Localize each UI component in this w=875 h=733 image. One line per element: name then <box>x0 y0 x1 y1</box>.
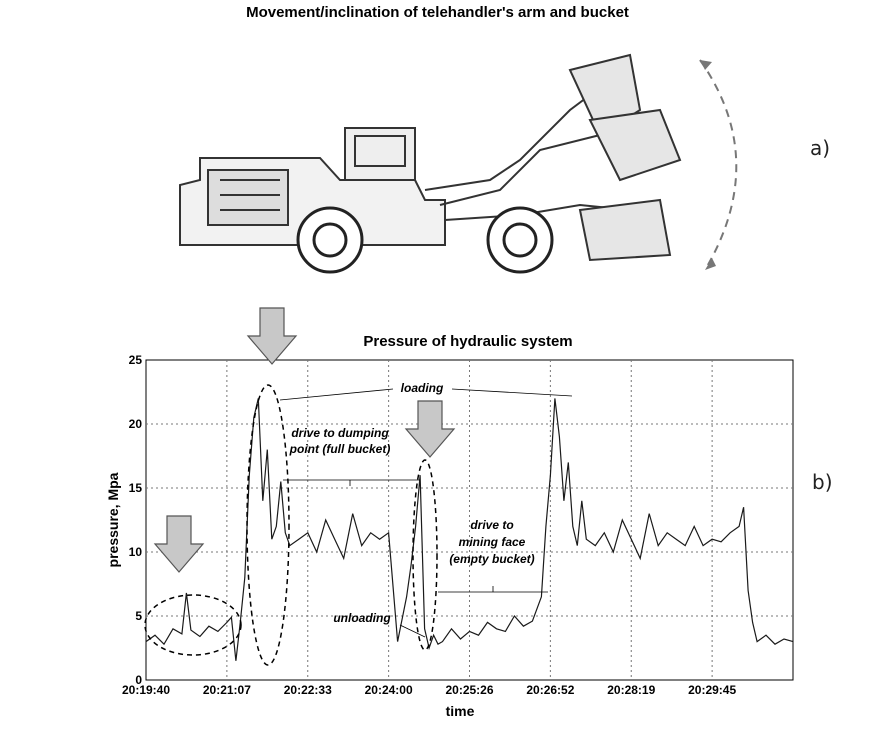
y-tick-label: 25 <box>129 353 143 367</box>
annotation-arrows <box>279 388 573 638</box>
down-arrow-icon-2 <box>404 400 456 458</box>
x-tick-label: 20:26:52 <box>526 683 574 697</box>
panel-label-a: a) <box>810 136 831 160</box>
dashed-ellipse-1 <box>144 594 242 656</box>
y-tick-label: 5 <box>135 609 142 623</box>
y-tick-label: 20 <box>129 417 143 431</box>
annotation-drive-empty-line1: drive to <box>470 518 513 532</box>
x-tick-label: 20:21:07 <box>203 683 251 697</box>
down-arrow-icons <box>153 307 456 573</box>
annotation-unloading: unloading <box>333 611 391 625</box>
chart-title: Pressure of hydraulic system <box>363 333 572 350</box>
y-tick-labels: 0 5 10 15 20 25 <box>129 353 143 687</box>
x-tick-label: 20:22:33 <box>284 683 332 697</box>
y-axis-label: pressure, Mpa <box>105 472 121 567</box>
x-axis-label: time <box>446 703 475 719</box>
series-line-0 <box>145 398 794 661</box>
y-tick-label: 10 <box>129 545 143 559</box>
x-tick-label: 20:24:00 <box>365 683 413 697</box>
annotation-loading: loading <box>401 381 444 395</box>
figure-title: Movement/inclination of telehandler's ar… <box>246 4 629 21</box>
data-series <box>145 398 794 661</box>
pressure-chart: Pressure of hydraulic system 0510152025 … <box>105 307 794 719</box>
dashed-ellipse-2 <box>246 384 290 666</box>
x-tick-labels: 20:19:40 20:21:07 20:22:33 20:24:00 20:25:26… <box>122 683 736 697</box>
down-arrow-icon-3 <box>153 515 205 573</box>
x-tick-label: 20:29:45 <box>688 683 736 697</box>
annotation-drive-empty-line3: (empty bucket) <box>449 552 534 566</box>
dashed-ellipse-3 <box>412 459 438 651</box>
annotation-drive-full-line2: point (full bucket) <box>289 442 391 456</box>
grid <box>146 360 793 680</box>
annotation-drive-full-line1: drive to dumping <box>291 426 389 440</box>
y-tick-label: 15 <box>129 481 143 495</box>
x-tick-label: 20:28:19 <box>607 683 655 697</box>
loader-drawing <box>179 53 738 274</box>
x-tick-label: 20:25:26 <box>445 683 493 697</box>
highlight-ellipses <box>144 384 438 666</box>
down-arrow-icon-1 <box>246 307 298 365</box>
annotation-drive-empty-line2: mining face <box>459 535 526 549</box>
panel-label-b: b) <box>812 470 833 494</box>
x-tick-label: 20:19:40 <box>122 683 170 697</box>
y-tick-label: 0 <box>135 673 142 687</box>
